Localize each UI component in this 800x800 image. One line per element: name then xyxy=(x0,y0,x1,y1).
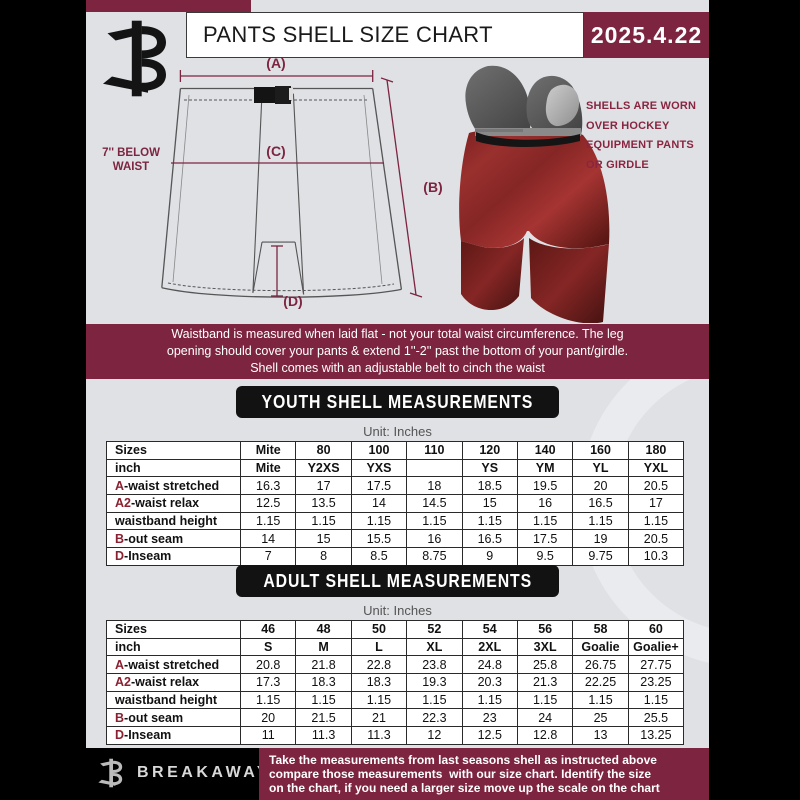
svg-text:(A): (A) xyxy=(266,55,285,71)
svg-text:(B): (B) xyxy=(423,179,442,195)
svg-text:(D): (D) xyxy=(283,293,302,309)
svg-text:WAIST: WAIST xyxy=(113,161,149,173)
svg-text:7'' BELOW: 7'' BELOW xyxy=(102,147,160,159)
svg-text:(C): (C) xyxy=(266,143,285,159)
